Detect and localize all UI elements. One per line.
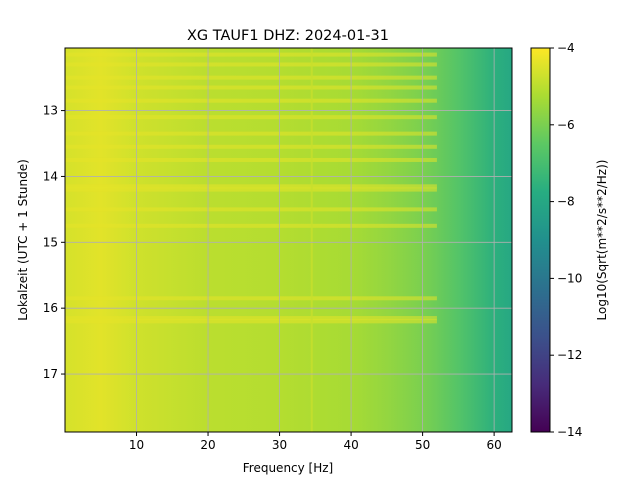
horizontal-bands [65,52,437,324]
bright-band [65,187,437,192]
bright-band [65,52,437,57]
bright-band [65,319,437,324]
colorbar-tick-label: −4 [557,41,575,55]
x-axis-ticks: 10 20 30 40 50 60 [129,432,502,452]
x-tick-label: 20 [200,438,215,452]
plot-area [65,48,512,432]
x-tick-label: 10 [129,438,144,452]
colorbar-tick-label: −6 [557,118,575,132]
y-axis-label: Lokalzeit (UTC + 1 Stunde) [16,159,30,321]
spectrogram-base [65,48,512,432]
bright-band [65,296,437,301]
grid-lines [65,48,512,432]
y-tick-label: 16 [43,301,58,315]
colorbar-ticks: −4 −6 −8 −10 −12 −14 [550,41,582,439]
bright-band [65,316,437,321]
bright-band [65,85,437,90]
colorbar-tick-label: −10 [557,271,582,285]
bright-band [65,207,437,212]
bright-band [65,144,437,149]
bright-band [65,131,437,136]
plot-frame [64,47,513,433]
y-tick-label: 15 [43,235,58,249]
y-tick-label: 14 [43,169,58,183]
bright-band [65,115,437,120]
colorbar [530,47,551,433]
y-axis-ticks: 13 14 15 16 17 [43,104,65,381]
chart-title: XG TAUF1 DHZ: 2024-01-31 [187,28,389,44]
x-tick-label: 60 [486,438,501,452]
x-tick-label: 50 [415,438,430,452]
bright-band [65,184,437,189]
colorbar-tick-label: −12 [557,348,582,362]
bright-band [65,62,437,67]
bright-band [65,157,437,162]
x-tick-label: 40 [343,438,358,452]
y-tick-label: 13 [43,104,58,118]
x-tick-label: 30 [272,438,287,452]
colorbar-tick-label: −14 [557,425,582,439]
bright-band [65,75,437,80]
bright-band [65,98,437,103]
bright-band [65,223,437,228]
colorbar-label: Log10(Sqrt(m**2/s**2/Hz)) [595,160,609,321]
x-axis-label: Frequency [Hz] [243,461,334,475]
y-tick-label: 17 [43,367,58,381]
colorbar-tick-label: −8 [557,195,575,209]
